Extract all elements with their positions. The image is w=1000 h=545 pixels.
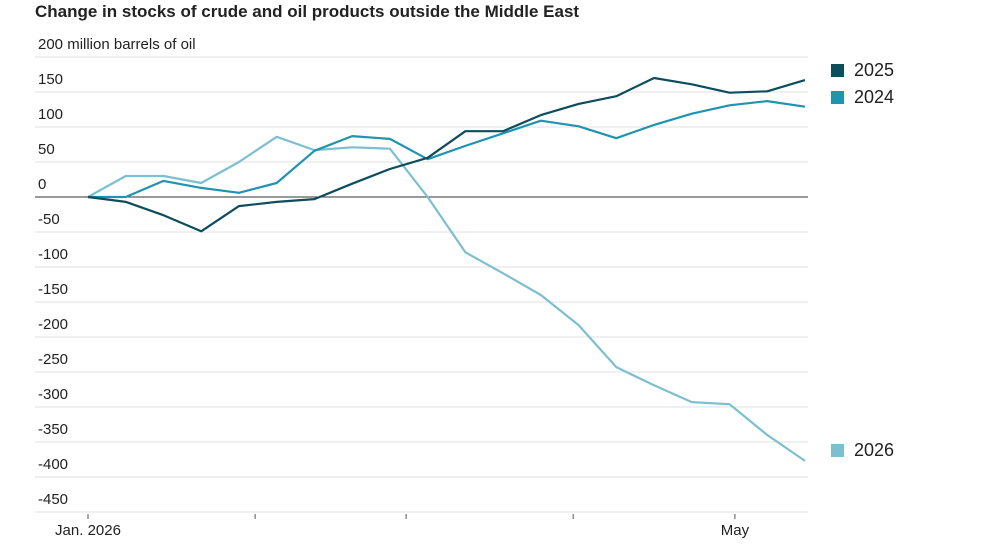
legend-swatch <box>831 64 844 77</box>
y-tick-label: -300 <box>38 386 68 403</box>
y-tick-label: -450 <box>38 491 68 508</box>
y-tick-label: -50 <box>38 211 60 228</box>
y-tick-label: 0 <box>38 176 46 193</box>
y-tick-label: -200 <box>38 316 68 333</box>
legend-swatch <box>831 444 844 457</box>
y-tick-label: -250 <box>38 351 68 368</box>
series-line <box>88 100 806 199</box>
y-tick-label: -350 <box>38 421 68 438</box>
legend-label: 2024 <box>854 87 894 107</box>
series-line <box>87 135 806 462</box>
y-tick-label: 200 million barrels of oil <box>38 36 196 53</box>
legend-label: 2026 <box>854 440 894 460</box>
legend-swatch <box>831 91 844 104</box>
y-tick-label: -400 <box>38 456 68 473</box>
x-tick-label: May <box>721 522 750 539</box>
y-tick-label: -100 <box>38 246 68 263</box>
y-tick-label: 50 <box>38 141 55 158</box>
series-line <box>87 76 806 233</box>
chart-title: Change in stocks of crude and oil produc… <box>35 2 579 21</box>
legend-label: 2025 <box>854 60 894 80</box>
x-tick-label: Jan. 2026 <box>55 522 121 539</box>
y-tick-label: 150 <box>38 71 63 88</box>
y-tick-label: -150 <box>38 281 68 298</box>
y-tick-label: 100 <box>38 106 63 123</box>
